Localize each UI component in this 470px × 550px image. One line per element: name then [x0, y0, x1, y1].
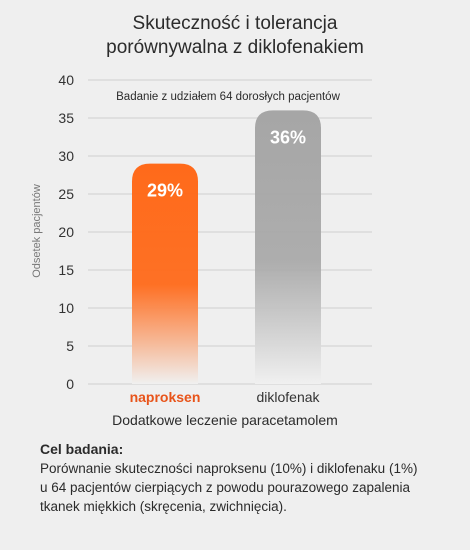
y-tick-label: 20 — [58, 224, 74, 240]
chart-title-line-1: Skuteczność i tolerancja — [132, 13, 338, 34]
x-tick-label: naproksen — [130, 389, 201, 405]
y-tick-label: 10 — [58, 300, 74, 316]
study-description-line-2: u 64 pacjentów cierpiących z powodu pour… — [40, 480, 410, 495]
chart-title: Skuteczność i tolerancja porównywalna z … — [0, 12, 470, 60]
study-description: Cel badania: Porównanie skuteczności nap… — [40, 440, 460, 516]
y-tick-label: 40 — [58, 72, 74, 88]
study-description-line-1: Porównanie skuteczności naproksenu (10%)… — [40, 461, 418, 476]
bar-value-label: 29% — [147, 181, 183, 201]
study-description-line-3: tkanek miękkich (skręcenia, zwichnięcia)… — [40, 499, 287, 514]
y-tick-label: 30 — [58, 148, 74, 164]
y-tick-label: 0 — [66, 376, 74, 392]
y-tick-label: 15 — [58, 262, 74, 278]
y-tick-label: 35 — [58, 110, 74, 126]
bar-value-label: 36% — [270, 127, 306, 147]
bar-naproksen — [132, 163, 198, 384]
bar-diklofenak — [255, 110, 321, 385]
chart-subtitle: Badanie z udziałem 64 dorosłych pacjentó… — [116, 91, 340, 103]
y-tick-label: 5 — [66, 338, 74, 354]
y-tick-label: 25 — [58, 186, 74, 202]
x-tick-label: diklofenak — [256, 389, 320, 405]
study-description-heading: Cel badania: — [40, 441, 124, 457]
y-axis-label: Odsetek pacjentów — [31, 184, 43, 278]
chart-title-line-2: porównywalna z diklofenakiem — [106, 37, 364, 58]
bar-chart: 0 5 10 15 20 25 30 35 40 29% naproksen 36% diklofen… — [31, 72, 372, 428]
x-axis-label: Dodatkowe leczenie paracetamolem — [112, 412, 338, 428]
